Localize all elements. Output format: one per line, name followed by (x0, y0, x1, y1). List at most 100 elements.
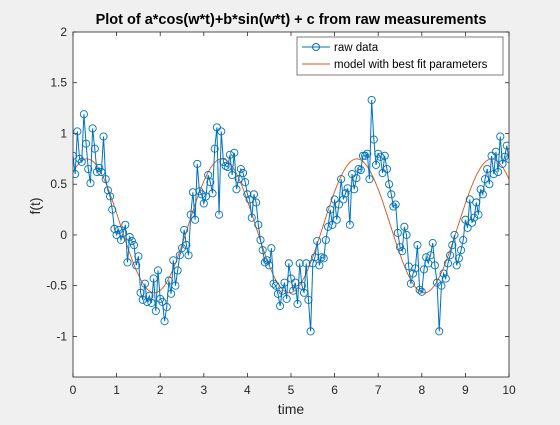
raw-data-point (169, 256, 178, 265)
y-tick-label: 1.5 (50, 76, 67, 90)
raw-data-point (278, 286, 287, 295)
raw-data-point (306, 327, 315, 336)
raw-data-point (382, 164, 391, 174)
raw-data-point (127, 236, 136, 246)
raw-data-point (286, 274, 296, 283)
raw-data-point (300, 288, 309, 297)
raw-data-point (241, 178, 250, 187)
raw-data-point (103, 186, 112, 195)
raw-data-point (160, 317, 169, 326)
x-tick-label: 3 (200, 383, 207, 397)
raw-data-point (411, 264, 420, 273)
raw-data-point (99, 132, 108, 141)
y-tick-label: -1 (56, 329, 67, 343)
raw-data-point (145, 291, 154, 300)
raw-data-point (459, 235, 468, 245)
raw-data-point (119, 228, 128, 237)
raw-data-point (358, 151, 367, 160)
legend-raw-marker (312, 43, 320, 51)
x-tick-label: 5 (288, 383, 295, 397)
raw-data-point (149, 274, 158, 283)
raw-data-point (158, 297, 167, 306)
raw-data-point (500, 152, 509, 161)
x-tick-label: 1 (113, 383, 120, 397)
raw-data-point (289, 286, 298, 295)
raw-data-point (430, 261, 439, 270)
raw-data-point (380, 151, 389, 160)
raw-data-point (134, 252, 143, 261)
raw-data-point (428, 239, 437, 248)
raw-data-point (162, 302, 171, 312)
raw-data-point (193, 159, 202, 168)
raw-data-point (184, 251, 193, 260)
raw-data-point (433, 278, 442, 287)
raw-data-point (271, 281, 280, 290)
raw-data-point (260, 258, 269, 267)
raw-data-point (413, 241, 422, 250)
raw-data-point (402, 230, 411, 239)
raw-data-point (489, 170, 498, 179)
raw-data-point (472, 198, 481, 207)
raw-data-point (337, 175, 346, 184)
legend-model-label: model with best fit parameters (334, 59, 488, 71)
raw-data-point (88, 124, 97, 133)
raw-data-point (415, 285, 424, 294)
raw-data-point (147, 298, 156, 307)
raw-data-point (463, 223, 472, 232)
raw-data-point (265, 261, 274, 270)
raw-data-point (295, 259, 304, 268)
raw-data-point (465, 195, 474, 204)
raw-data-point (330, 195, 339, 204)
y-tick-label: 0.5 (50, 177, 67, 191)
raw-data-point (443, 259, 453, 268)
raw-data-point (476, 185, 485, 194)
raw-data-point (467, 218, 476, 227)
raw-data-point (297, 281, 306, 290)
raw-data-point (208, 189, 217, 198)
raw-data-line (73, 99, 509, 332)
x-axis-label: time (278, 401, 305, 417)
raw-data-point (391, 200, 400, 209)
raw-data-point (367, 95, 376, 105)
raw-data-point (273, 289, 282, 298)
raw-data-point (249, 190, 258, 199)
raw-data-point (238, 168, 248, 178)
raw-data-point (282, 294, 291, 303)
raw-data-point (136, 288, 145, 297)
raw-data-point (409, 269, 418, 278)
x-tick-label: 10 (502, 383, 516, 397)
raw-data-point (228, 171, 237, 180)
raw-data-point (502, 141, 509, 150)
raw-data-point (456, 246, 466, 255)
raw-data-point (73, 127, 82, 136)
raw-data-point (204, 171, 213, 180)
raw-data-point (206, 178, 215, 187)
raw-data-point (284, 259, 293, 268)
raw-data-point (417, 287, 426, 296)
raw-data-point (199, 199, 208, 208)
raw-data-point (280, 278, 289, 287)
raw-data-point (491, 147, 500, 156)
raw-data-point (95, 163, 104, 173)
raw-data-point (132, 261, 141, 270)
raw-data-point (406, 279, 415, 288)
raw-data-point (84, 164, 93, 174)
raw-data-point (334, 200, 344, 209)
raw-data-point (236, 164, 245, 174)
x-tick-label: 9 (462, 383, 469, 397)
raw-data-point (197, 190, 206, 199)
raw-data-point (398, 247, 407, 256)
raw-data-point (110, 224, 119, 233)
raw-data-point (369, 135, 378, 144)
raw-data-point (267, 244, 276, 253)
raw-data-point (395, 243, 405, 252)
x-tick-label: 0 (70, 383, 77, 397)
raw-data-point (143, 297, 152, 306)
raw-data-point (106, 192, 115, 201)
raw-data-point (123, 258, 132, 267)
raw-data-point (461, 215, 470, 224)
raw-data-point (310, 253, 320, 262)
raw-data-point (223, 162, 232, 172)
raw-data-point (324, 222, 333, 231)
